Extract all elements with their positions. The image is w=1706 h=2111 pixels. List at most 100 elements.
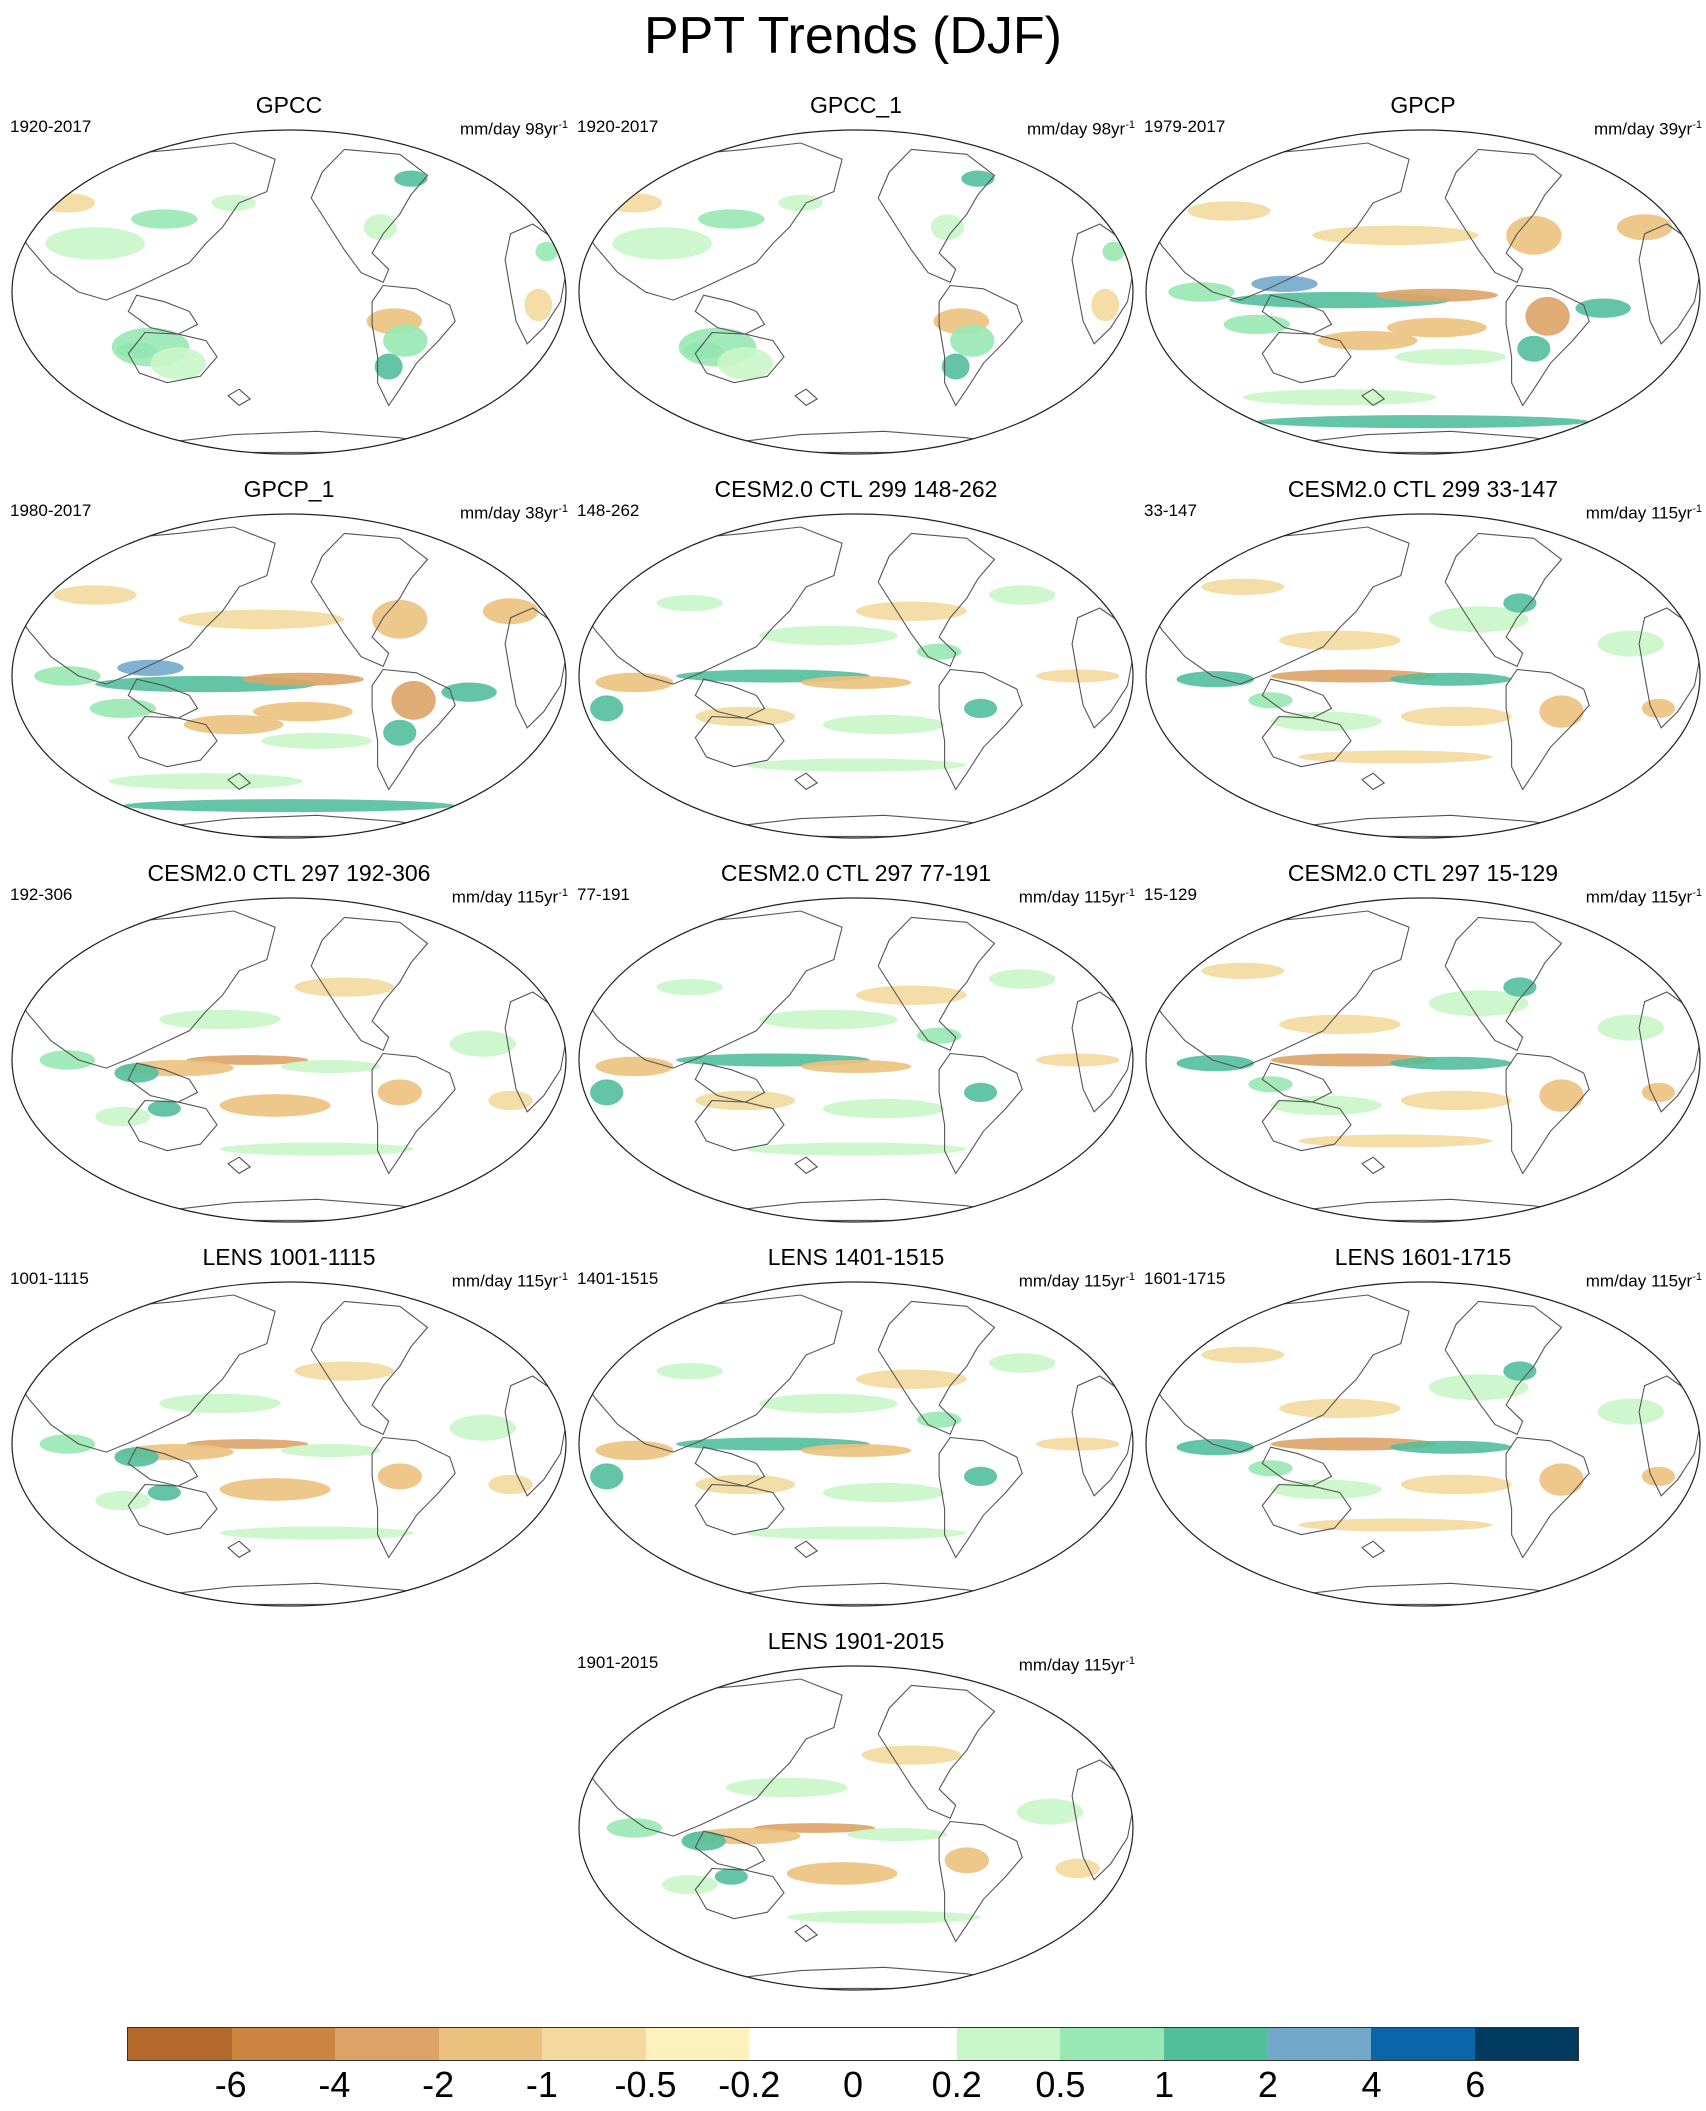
coastline (127, 1062, 199, 1103)
trend-field-patch (1298, 1518, 1493, 1532)
trend-field-patch (717, 347, 773, 380)
coastline (1361, 1156, 1386, 1175)
panel-title: GPCC_1 (809, 92, 903, 118)
trend-field-patch (114, 1447, 159, 1467)
coastline (127, 1483, 218, 1536)
coastline (14, 910, 276, 1069)
trend-field-patch (1400, 1090, 1512, 1111)
trend-field-patch (961, 170, 995, 187)
colorbar-box (1474, 2028, 1579, 2060)
coastline (1505, 1436, 1590, 1559)
panel-title: LENS 1901-2015 (767, 1628, 945, 1654)
panel-units-exponent: -1 (1692, 1271, 1702, 1283)
trend-field-patch (822, 714, 945, 735)
panel-title: CESM2.0 CTL 297 77-191 (720, 860, 992, 886)
trend-field-patch (759, 625, 898, 646)
trend-field-patch (964, 698, 998, 719)
trend-field-patch (178, 609, 345, 629)
map-panel: CESM2.0 CTL 299 33-147 33-147 mm/day 115yr… (1140, 476, 1706, 848)
map-plot (578, 1281, 1134, 1607)
trend-field-patch (488, 1090, 533, 1111)
coastline (938, 284, 1023, 407)
panel-units: mm/day 38yr-1 (460, 499, 568, 524)
trend-field-patch (45, 227, 145, 260)
panel-units: mm/day 115yr-1 (1019, 883, 1135, 908)
trend-field-patch (374, 353, 403, 380)
colorbar-box (231, 2028, 336, 2060)
coastline (694, 1867, 785, 1920)
panel-units-text: mm/day 39yr (1593, 119, 1693, 139)
coastline (694, 715, 785, 768)
trend-field-patch (606, 193, 663, 213)
trend-field-patch (147, 1100, 181, 1117)
colorbar-box (853, 2028, 957, 2060)
map-border (578, 513, 1134, 839)
trend-field-patch (595, 1056, 674, 1077)
trend-field-patch (1279, 630, 1401, 651)
panel-units-text: mm/day 98yr (459, 119, 559, 139)
trend-field-patch (822, 1482, 945, 1503)
map-panel: CESM2.0 CTL 297 77-191 77-191 mm/day 115yr… (573, 860, 1139, 1232)
trend-field-patch (383, 324, 428, 357)
trend-field-patch (449, 1030, 517, 1057)
coastline (694, 1483, 785, 1536)
trend-field-patch (944, 1847, 989, 1874)
colorbar-box (956, 2028, 1061, 2060)
panel-units: mm/day 115yr-1 (1586, 883, 1702, 908)
trend-field-patch (1389, 672, 1512, 686)
coastline (938, 1820, 1023, 1943)
trend-field-patch (1091, 288, 1120, 322)
coastline (371, 284, 456, 407)
panel-units-text: mm/day 115yr (1585, 503, 1693, 523)
map-border (578, 1665, 1134, 1991)
panel-period: 1980-2017 (10, 501, 92, 520)
panel-units: mm/day 98yr-1 (1027, 115, 1135, 140)
trend-field-patch (800, 1444, 912, 1457)
panel-title: CESM2.0 CTL 297 192-306 (147, 860, 431, 886)
colorbar-box (749, 2028, 854, 2060)
trend-field-patch (147, 1484, 181, 1501)
coastline (694, 1099, 785, 1152)
colorbar-label: -1 (525, 2064, 558, 2105)
trend-field-patch (745, 758, 967, 772)
trend-field-patch (656, 595, 723, 612)
panel-units-exponent: -1 (1125, 1655, 1135, 1667)
trend-field-patch (989, 1353, 1056, 1373)
coastline (794, 1540, 819, 1559)
trend-field-patch (590, 695, 624, 722)
trend-field-patch (1597, 630, 1664, 657)
panel-title: CESM2.0 CTL 297 15-129 (1287, 860, 1559, 886)
trend-field-patch (294, 977, 395, 997)
coastline (1444, 148, 1563, 284)
trend-field-patch (1428, 606, 1529, 633)
trend-field-patch (1248, 1460, 1293, 1477)
coastline (1261, 678, 1333, 719)
coastline (581, 910, 843, 1069)
coastline (794, 1924, 819, 1943)
coastline (227, 1540, 252, 1559)
trend-field-patch (1168, 282, 1235, 302)
panel-units-text: mm/day 38yr (459, 503, 559, 523)
trend-field-patch (1256, 415, 1590, 429)
coastline (694, 1446, 766, 1487)
coastline (794, 388, 819, 407)
trend-field-patch (1400, 706, 1512, 727)
panel-period: 1001-1115 (10, 1269, 89, 1288)
trend-field-patch (394, 170, 428, 187)
map-plot (578, 1665, 1134, 1991)
map-panel: LENS 1901-2015 1901-2015 mm/day 115yr-1 (573, 1628, 1139, 2000)
trend-field-patch (117, 659, 184, 676)
panel-units-exponent: -1 (1125, 887, 1135, 899)
trend-field-patch (1248, 1076, 1293, 1093)
trend-field-patch (1517, 335, 1551, 362)
panel-units: mm/day 115yr-1 (452, 883, 568, 908)
trend-field-patch (1395, 348, 1507, 365)
trend-field-patch (1387, 317, 1487, 338)
trend-field-patch (1279, 1014, 1401, 1035)
trend-field-patch (377, 1079, 422, 1106)
trend-field-patch (1176, 671, 1255, 688)
trend-field-patch (535, 241, 558, 262)
coastline (877, 148, 996, 284)
map-panel: GPCC_1 1920-2017 mm/day 98yr-1 (573, 92, 1139, 464)
trend-field-patch (695, 706, 796, 727)
